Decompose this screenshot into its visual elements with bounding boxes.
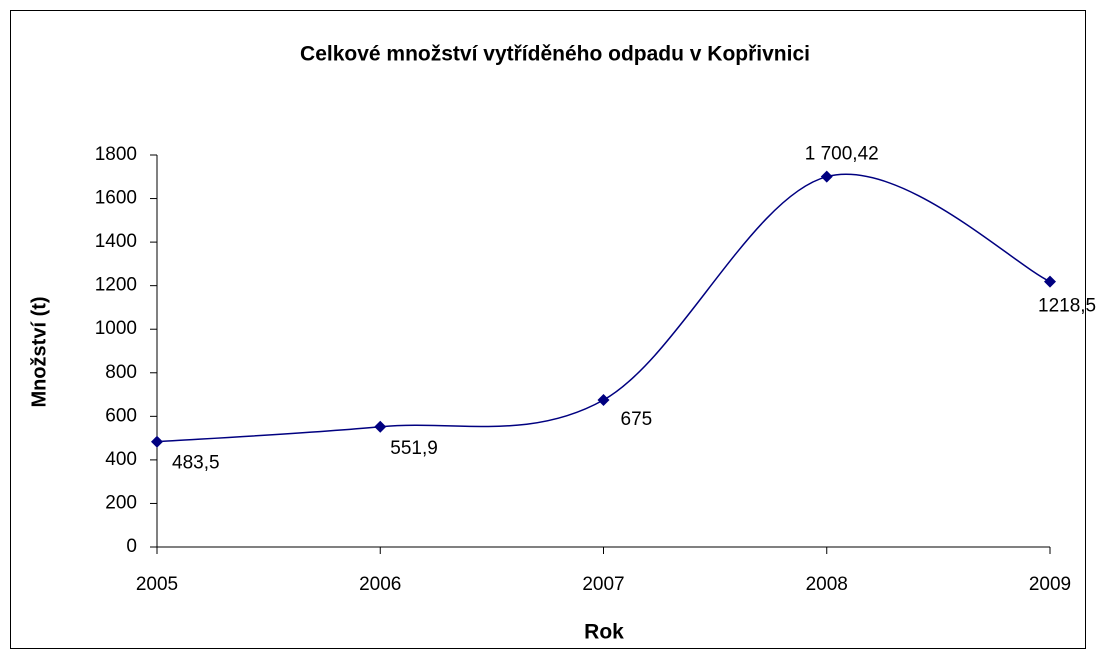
marker	[597, 394, 610, 406]
y-tick-label: 600	[105, 405, 137, 426]
data-label: 1218,595	[1038, 296, 1096, 317]
x-tick-label: 2008	[806, 574, 848, 595]
y-tick-label: 1000	[95, 318, 137, 339]
y-tick-label: 200	[105, 492, 137, 513]
chart-title: Celkové množství vytříděného odpadu v Ko…	[300, 43, 810, 66]
y-tick-label: 400	[105, 449, 137, 470]
marker	[820, 170, 833, 183]
data-label: 675	[621, 409, 653, 430]
marker	[1044, 275, 1056, 288]
marker	[151, 435, 163, 448]
y-tick-label: 1400	[95, 231, 137, 252]
y-tick-label: 0	[126, 536, 137, 557]
data-label: 551,9	[390, 438, 438, 459]
x-axis-label: Rok	[584, 621, 624, 644]
y-tick-label: 1600	[95, 188, 137, 209]
x-tick-label: 2007	[582, 574, 624, 595]
data-label: 483,5	[172, 453, 220, 474]
y-tick-label: 1200	[95, 275, 137, 296]
x-tick-label: 2006	[359, 574, 401, 595]
y-axis-label: Množství (t)	[28, 296, 50, 407]
y-tick-label: 800	[105, 362, 137, 383]
marker	[374, 420, 387, 433]
series-line	[156, 173, 1051, 443]
x-tick-label: 2005	[136, 574, 178, 595]
x-tick-label: 2009	[1029, 574, 1071, 595]
y-tick-label: 1800	[95, 144, 137, 165]
chart-frame	[10, 10, 1086, 649]
data-label: 1 700,42	[805, 144, 879, 165]
